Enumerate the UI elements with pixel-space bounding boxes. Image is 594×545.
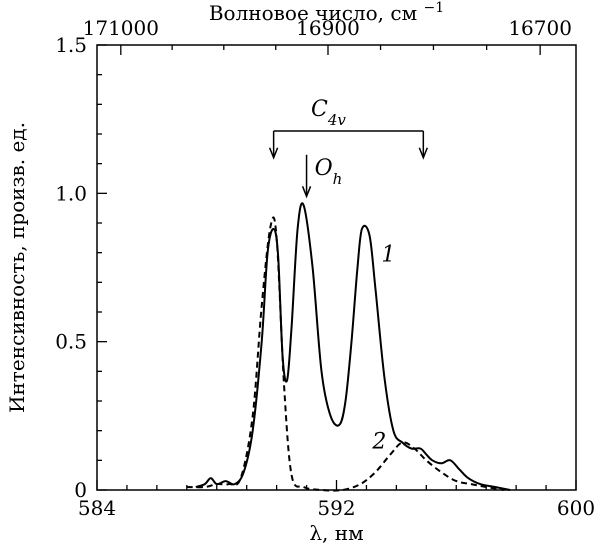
c4v-arrow-head [268, 147, 279, 160]
c4v-label: C4v [311, 97, 346, 129]
top-axis-title-base: Волновое число, см [209, 1, 417, 25]
curve-2-label: 2 [371, 429, 386, 454]
x-axis-title: λ, нм [309, 521, 363, 545]
top-axis-title: Волновое число, см −1 [209, 0, 444, 25]
oh-label: Oh [315, 156, 343, 188]
top-tick-label: 16900 [296, 16, 360, 40]
series-group [186, 202, 511, 492]
annotations-group: C4v Oh 1 2 [268, 97, 429, 454]
top-tick-label: 171000 [83, 16, 159, 40]
y-tick-label: 0 [74, 478, 87, 502]
y-tick-label: 1.5 [55, 33, 87, 57]
x-tick-label: 584 [78, 496, 116, 520]
c4v-label-sub: 4v [327, 111, 347, 129]
curve-1-label: 1 [381, 243, 395, 268]
c4v-label-main: C [311, 97, 328, 122]
y-tick-label: 1.0 [55, 181, 87, 205]
y-tick-label: 0.5 [55, 330, 87, 354]
c4v-arrow-head [418, 147, 429, 160]
y-axis-title: Интенсивность, произв. ед. [5, 122, 29, 413]
oh-arrow-head [301, 186, 312, 199]
top-tick-label: 16700 [508, 16, 572, 40]
top-axis-title-exponent: −1 [424, 0, 445, 16]
oh-label-sub: h [333, 170, 343, 188]
series-line-2 [186, 216, 505, 492]
oh-label-main: O [315, 156, 333, 181]
series-line-1 [195, 202, 511, 491]
x-tick-label: 592 [317, 496, 355, 520]
x-tick-label: 600 [557, 496, 594, 520]
